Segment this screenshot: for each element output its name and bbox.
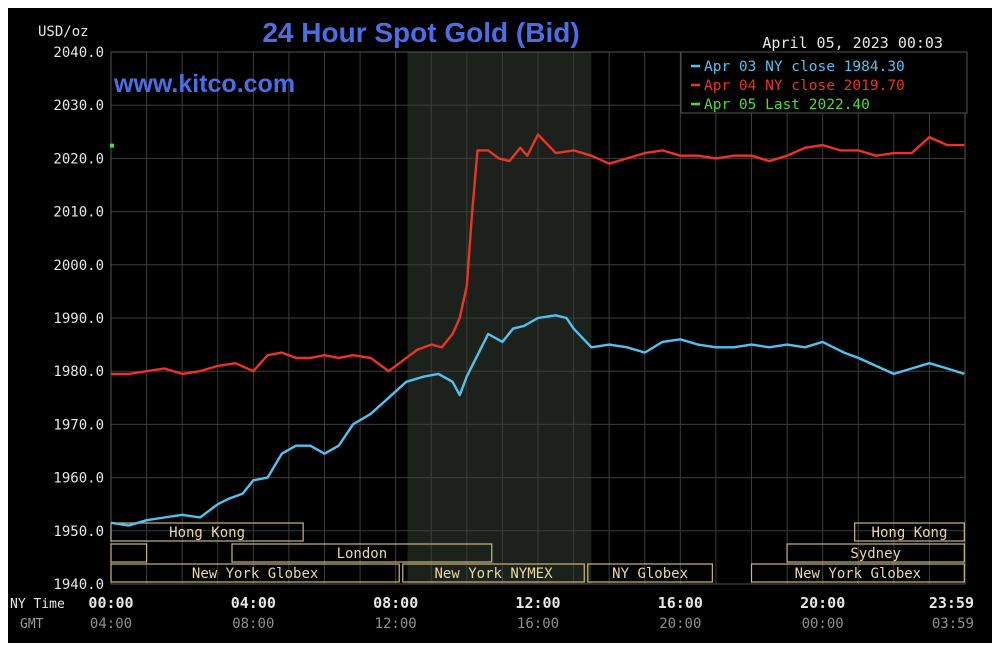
series-line (110, 314, 965, 527)
series-point (110, 143, 114, 148)
chart-frame: Hong Kong London New York Globex New York N… (8, 8, 992, 643)
session-label: New York Globex (795, 566, 921, 582)
plot-border (110, 51, 966, 585)
session-label: Hong Kong (872, 525, 948, 541)
y-tick-label: 1960.0 (53, 471, 104, 487)
x-tick-label-ny: 08:00 (373, 594, 418, 612)
watermark: www.kitco.com (113, 70, 295, 98)
session-bar (786, 543, 965, 563)
session-bar (110, 563, 400, 583)
y-tick-label: 2000.0 (53, 258, 104, 274)
session-bar (854, 522, 965, 542)
y-tick-label: 1940.0 (53, 577, 104, 593)
session-bar (110, 522, 304, 542)
x-tick-label-ny: 16:00 (658, 594, 703, 612)
series-lines (110, 133, 965, 527)
legend-entry: Apr 04 NY close 2019.70 (704, 78, 905, 94)
session-label: NY Globex (612, 566, 688, 582)
x-row-label-gmt: GMT (20, 617, 44, 632)
legend: Apr 03 NY close 1984.30 Apr 04 NY close 2… (680, 51, 968, 114)
session-label: New York NYMEX (435, 566, 554, 582)
y-tick-label: 2010.0 (53, 205, 104, 221)
y-tick-label: 1990.0 (53, 311, 104, 327)
gold-price-chart: Hong Kong London New York Globex New York N… (8, 8, 992, 643)
session-bar (231, 543, 493, 563)
legend-entry: Apr 05 Last 2022.40 (704, 97, 870, 113)
x-tick-label-ny: 04:00 (231, 594, 276, 612)
y-tick-label: 1980.0 (53, 364, 104, 380)
chart-title: 24 Hour Spot Gold (Bid) (262, 17, 579, 48)
x-tick-label-ny: 00:00 (88, 594, 133, 612)
x-tick-label-gmt: 08:00 (232, 616, 274, 632)
session-bar (402, 563, 585, 583)
y-unit-label: USD/oz (38, 24, 89, 40)
x-tick-label-gmt: 16:00 (517, 616, 559, 632)
session-label: Hong Kong (169, 525, 245, 541)
session-bar (110, 543, 148, 563)
x-tick-label-ny: 20:00 (800, 594, 845, 612)
legend-entry: Apr 03 NY close 1984.30 (704, 59, 905, 75)
x-row-label-ny: NY Time (10, 597, 65, 612)
x-tick-label-ny: 23:59 (929, 594, 974, 612)
y-tick-label: 2040.0 (53, 45, 104, 61)
x-tick-label-ny: 12:00 (515, 594, 560, 612)
x-tick-label-gmt: 20:00 (659, 616, 701, 632)
x-axis-ticks: NY Time GMT 00:00 04:00 08:00 12:00 16:00 20:00… (10, 594, 974, 632)
series-line (111, 133, 965, 376)
y-tick-label: 1970.0 (53, 417, 104, 433)
y-axis-ticks: 1940.0 1950.0 1960.0 1970.0 1980.0 1990.0 2000… (53, 45, 104, 593)
session-label: London (337, 546, 388, 562)
session-label: New York Globex (192, 566, 318, 582)
x-tick-label-gmt: 00:00 (802, 616, 844, 632)
x-tick-label-gmt: 12:00 (375, 616, 417, 632)
y-tick-label: 2020.0 (53, 151, 104, 167)
session-bars: Hong Kong London New York Globex New York N… (110, 522, 965, 583)
session-label: Sydney (850, 546, 901, 562)
y-tick-label: 2030.0 (53, 98, 104, 114)
y-tick-label: 1950.0 (53, 524, 104, 540)
chart-datetime: April 05, 2023 00:03 (762, 34, 943, 52)
session-bar (750, 563, 965, 583)
x-tick-label-gmt: 04:00 (90, 616, 132, 632)
session-bar (587, 563, 713, 583)
x-tick-label-gmt: 03:59 (932, 616, 974, 632)
